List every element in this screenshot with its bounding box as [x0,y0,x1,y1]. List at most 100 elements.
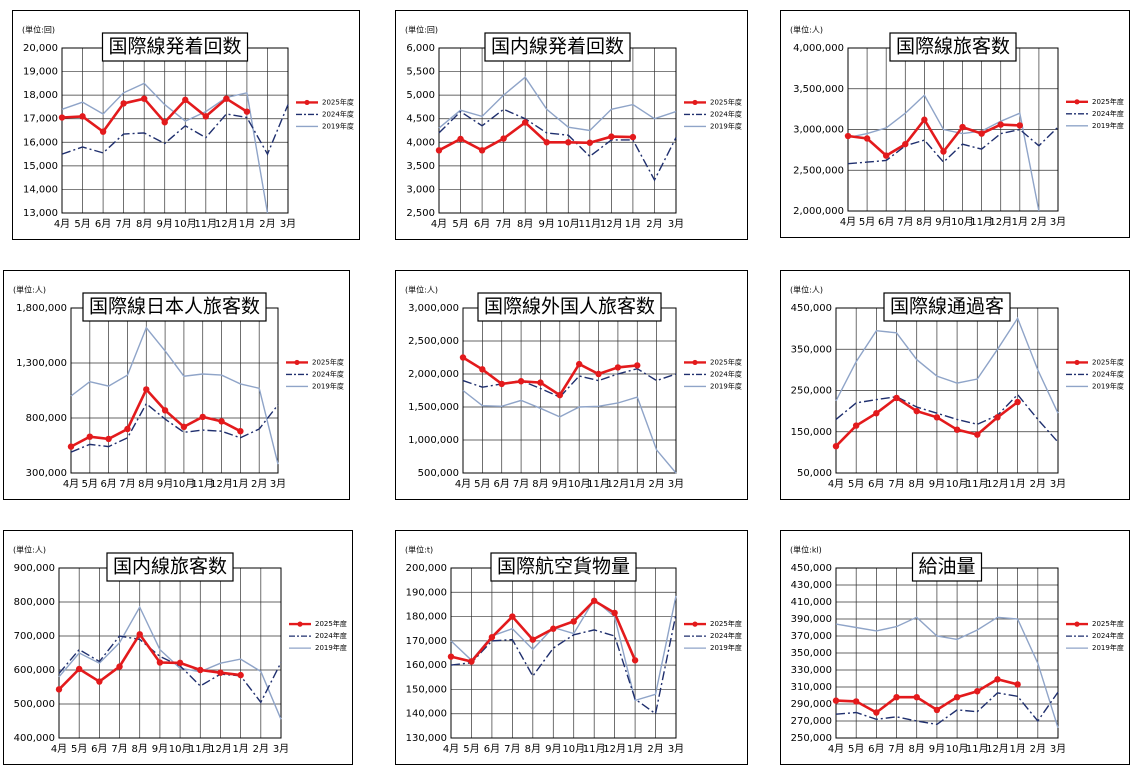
y-tick-label: 500,000 [14,699,55,710]
x-tick-label: 4月 [828,743,844,755]
x-tick-label: 2月 [253,743,269,755]
y-tick-label: 150,000 [791,427,832,438]
data-point [614,364,622,371]
data-point [940,148,947,155]
data-point [893,694,900,701]
x-tick-label: 7月 [119,478,135,490]
x-tick-label: 12月 [607,478,630,490]
y-tick-label: 3,500 [406,161,435,172]
y-tick-label: 3,000 [406,184,435,195]
y-tick-label: 300,000 [26,468,67,479]
series-line [61,82,269,214]
unit-label: (単位:t) [405,545,433,555]
data-point [237,671,244,679]
data-point [79,113,86,120]
data-point [143,386,150,393]
series-line [462,389,677,474]
data-point [832,442,840,450]
chart-panel: (単位:人) 400,000 500,000 600,000 700,000 800,00… [3,530,353,765]
data-point [852,422,860,429]
data-point [182,96,189,104]
data-point [997,121,1004,128]
x-tick-label: 5月 [848,743,864,755]
y-tick-label: 390,000 [791,614,832,625]
x-tick-label: 2月 [1031,216,1047,228]
x-tick-label: 4月 [54,218,70,230]
x-tick-label: 2月 [1030,478,1046,490]
y-tick-label: 200,000 [406,563,447,574]
legend-marker [304,99,310,106]
x-tick-label: 1月 [239,218,255,230]
data-point [608,133,615,140]
data-point [974,688,981,695]
series-line [70,387,242,448]
series-line [835,396,1019,448]
chart-title: 国際航空貨物量 [497,556,630,578]
data-point [913,694,920,701]
x-tick-label: 3月 [668,218,684,230]
series-line [450,613,677,715]
data-point [180,423,188,430]
chart-title: 国際線通過客 [890,296,1004,318]
x-tick-label: 9月 [929,743,945,755]
data-point [832,697,840,704]
x-tick-label: 12月 [986,478,1009,490]
x-tick-label: 12月 [989,216,1012,228]
data-point [863,135,871,142]
x-tick-label: 2月 [251,478,267,490]
data-point [86,433,94,440]
series-line [835,393,1059,443]
x-tick-label: 11月 [966,478,989,490]
data-point [550,625,557,632]
x-tick-label: 7月 [504,743,520,755]
legend-label: 2025年度 [315,619,347,628]
y-tick-label: 1,300,000 [16,358,67,369]
chart-title: 国内線発着回数 [491,36,624,58]
x-tick-label: 9月 [152,743,168,755]
unit-label: (単位:人) [13,545,46,555]
y-tick-label: 16,000 [23,137,58,148]
unit-label: (単位:人) [13,285,46,295]
chart-title: 国際線発着回数 [108,36,241,58]
series-line [70,402,279,453]
data-point [99,128,107,135]
chart-panel: (単位:人) 2,000,000 2,500,000 3,000,000 3,500,0… [780,10,1130,238]
data-point [1016,122,1024,129]
data-point [902,140,909,148]
chart-panel: (単位:人) 500,000 1,000,000 1,500,000 2,000,000… [395,270,748,500]
x-tick-label: 2月 [646,218,662,230]
data-point [199,413,206,421]
title-box [911,552,983,582]
x-tick-label: 11月 [587,478,610,490]
y-tick-label: 150,000 [406,684,447,695]
data-point [479,366,486,373]
x-tick-label: 10月 [557,218,580,230]
chart-panel: (単位:回) 13,000 14,000 15,000 16,000 17,000 18,0… [12,10,360,240]
data-point [586,139,594,146]
y-tick-label: 430,000 [791,580,832,591]
legend-label: 2024年度 [1092,369,1124,378]
x-tick-label: 12月 [603,743,626,755]
x-tick-label: 6月 [868,478,884,490]
y-tick-label: 400,000 [14,733,55,744]
y-tick-label: 1,800,000 [16,303,67,314]
x-tick-label: 3月 [270,478,286,490]
series-line [438,108,677,182]
series-line [847,117,1020,158]
legend-label: 2019年度 [312,381,344,390]
data-point [58,114,66,121]
chart-panel: (単位:人) 300,000 800,000 1,300,000 1,800,000 4月… [3,270,350,500]
x-tick-label: 5月 [463,743,479,755]
legend-label: 2019年度 [710,643,742,652]
x-tick-label: 1月 [629,478,645,490]
x-tick-label: 4月 [443,743,459,755]
x-tick-label: 6月 [494,478,510,490]
legend-label: 2025年度 [710,97,742,106]
x-tick-label: 7月 [513,478,529,490]
chart-title: 国際線外国人旅客数 [484,296,655,318]
x-tick-label: 12月 [986,743,1009,755]
data-point [953,426,961,433]
x-tick-label: 1月 [1009,478,1025,490]
x-tick-label: 7月 [888,478,904,490]
